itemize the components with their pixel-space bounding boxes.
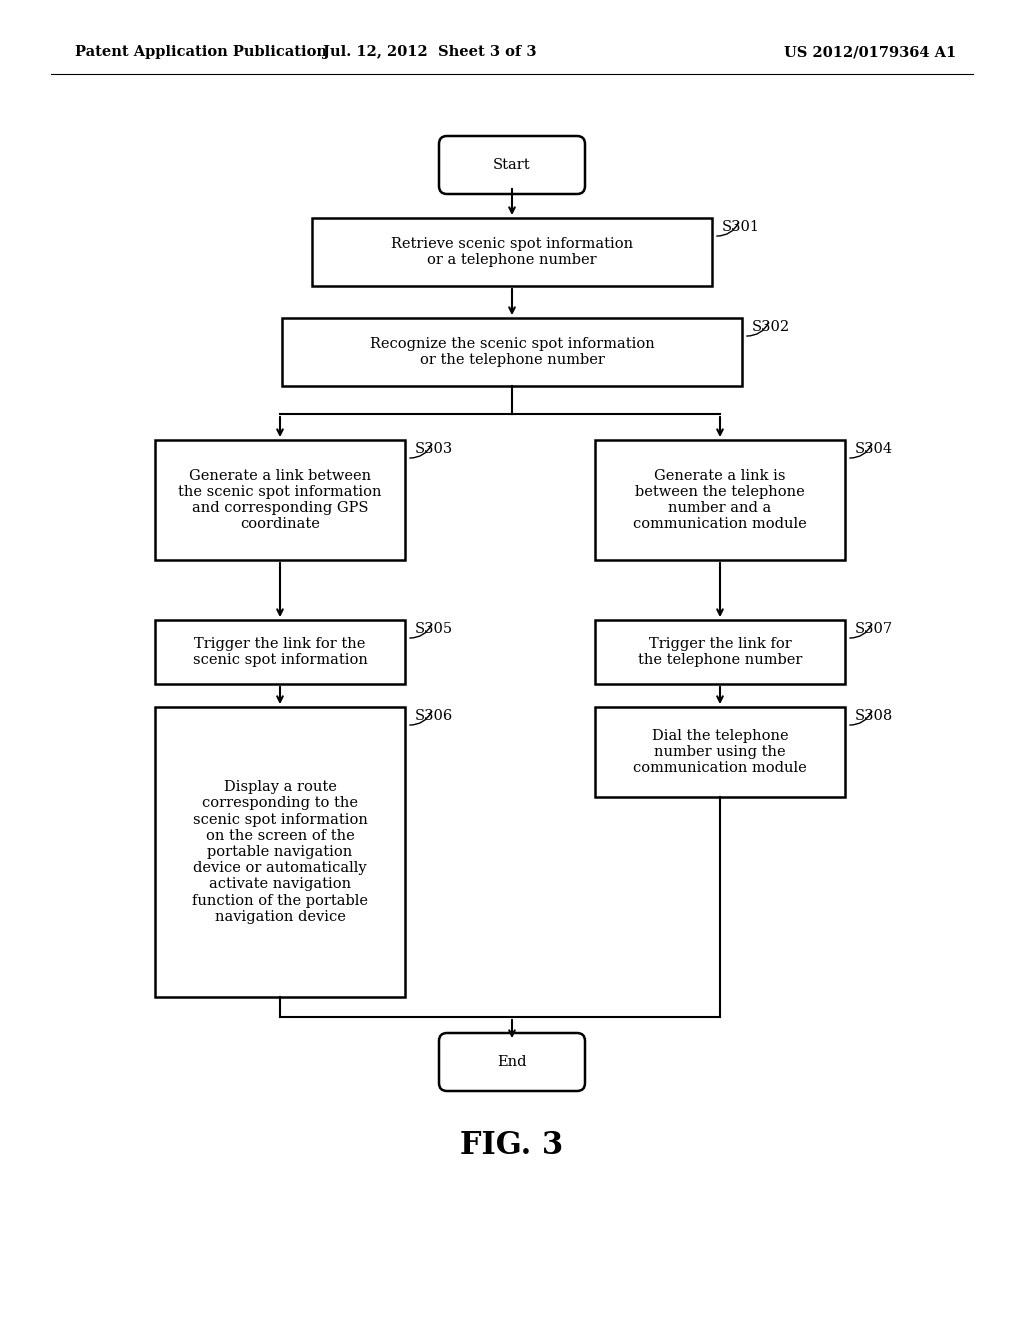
Text: Display a route
corresponding to the
scenic spot information
on the screen of th: Display a route corresponding to the sce…: [193, 780, 368, 924]
Text: S308: S308: [855, 709, 893, 723]
Text: Trigger the link for
the telephone number: Trigger the link for the telephone numbe…: [638, 636, 802, 667]
Bar: [282, 318, 742, 385]
Text: Retrieve scenic spot information
or a telephone number: Retrieve scenic spot information or a te…: [391, 236, 633, 267]
FancyBboxPatch shape: [439, 1034, 585, 1092]
Text: Generate a link is
between the telephone
number and a
communication module: Generate a link is between the telephone…: [633, 469, 807, 531]
Text: Patent Application Publication: Patent Application Publication: [75, 45, 327, 59]
Text: S302: S302: [752, 319, 791, 334]
Bar: [595, 620, 845, 684]
FancyBboxPatch shape: [439, 136, 585, 194]
Text: S306: S306: [415, 709, 454, 723]
Text: Recognize the scenic spot information
or the telephone number: Recognize the scenic spot information or…: [370, 337, 654, 367]
Text: Trigger the link for the
scenic spot information: Trigger the link for the scenic spot inf…: [193, 636, 368, 667]
Text: S307: S307: [855, 622, 893, 636]
Bar: [312, 218, 712, 286]
Text: US 2012/0179364 A1: US 2012/0179364 A1: [784, 45, 956, 59]
Bar: [155, 708, 406, 997]
Text: FIG. 3: FIG. 3: [461, 1130, 563, 1160]
Text: Generate a link between
the scenic spot information
and corresponding GPS
coordi: Generate a link between the scenic spot …: [178, 469, 382, 531]
Text: Start: Start: [494, 158, 530, 172]
Text: End: End: [498, 1055, 526, 1069]
Text: Jul. 12, 2012  Sheet 3 of 3: Jul. 12, 2012 Sheet 3 of 3: [324, 45, 537, 59]
Bar: [155, 440, 406, 560]
Text: Dial the telephone
number using the
communication module: Dial the telephone number using the comm…: [633, 729, 807, 775]
Bar: [155, 620, 406, 684]
Bar: [595, 440, 845, 560]
Text: S303: S303: [415, 442, 454, 455]
Text: S304: S304: [855, 442, 893, 455]
Text: S301: S301: [722, 220, 760, 234]
Bar: [595, 708, 845, 797]
Text: S305: S305: [415, 622, 454, 636]
